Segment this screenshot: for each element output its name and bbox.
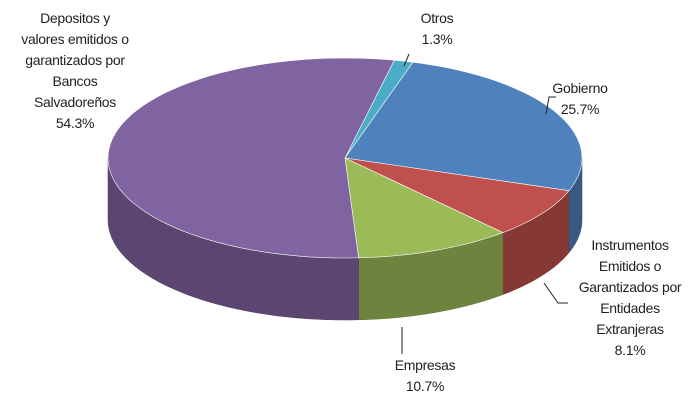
leader-line — [403, 53, 410, 67]
pie-slice — [344, 61, 583, 192]
pie-slice — [344, 157, 570, 233]
slice-category: Otros — [420, 10, 454, 26]
slice-label: Empresas 10.7% — [367, 355, 483, 397]
slice-value: 1.3% — [421, 31, 453, 47]
slice-label: Otros 1.3% — [379, 8, 495, 50]
leader-line — [545, 96, 556, 115]
slice-label: Gobierno 25.7% — [522, 78, 638, 120]
slice-value: 8.1% — [614, 342, 646, 358]
pie-slice — [107, 57, 395, 259]
slice-value: 10.7% — [405, 378, 445, 394]
slice-value: 54.3% — [55, 115, 95, 131]
pie-slice — [344, 157, 504, 259]
leader-line — [543, 282, 568, 304]
slice-label: Depositos y valores emitidos o garantiza… — [17, 8, 133, 134]
slice-category: Depositos y valores emitidos o garantiza… — [21, 10, 129, 110]
slice-category: Empresas — [394, 357, 456, 373]
slice-category: Instrumentos Emitidos o Garantizados por… — [578, 237, 682, 337]
slice-category: Gobierno — [552, 80, 608, 96]
slice-value: 25.7% — [560, 101, 600, 117]
slice-label: Instrumentos Emitidos o Garantizados por… — [572, 235, 688, 361]
